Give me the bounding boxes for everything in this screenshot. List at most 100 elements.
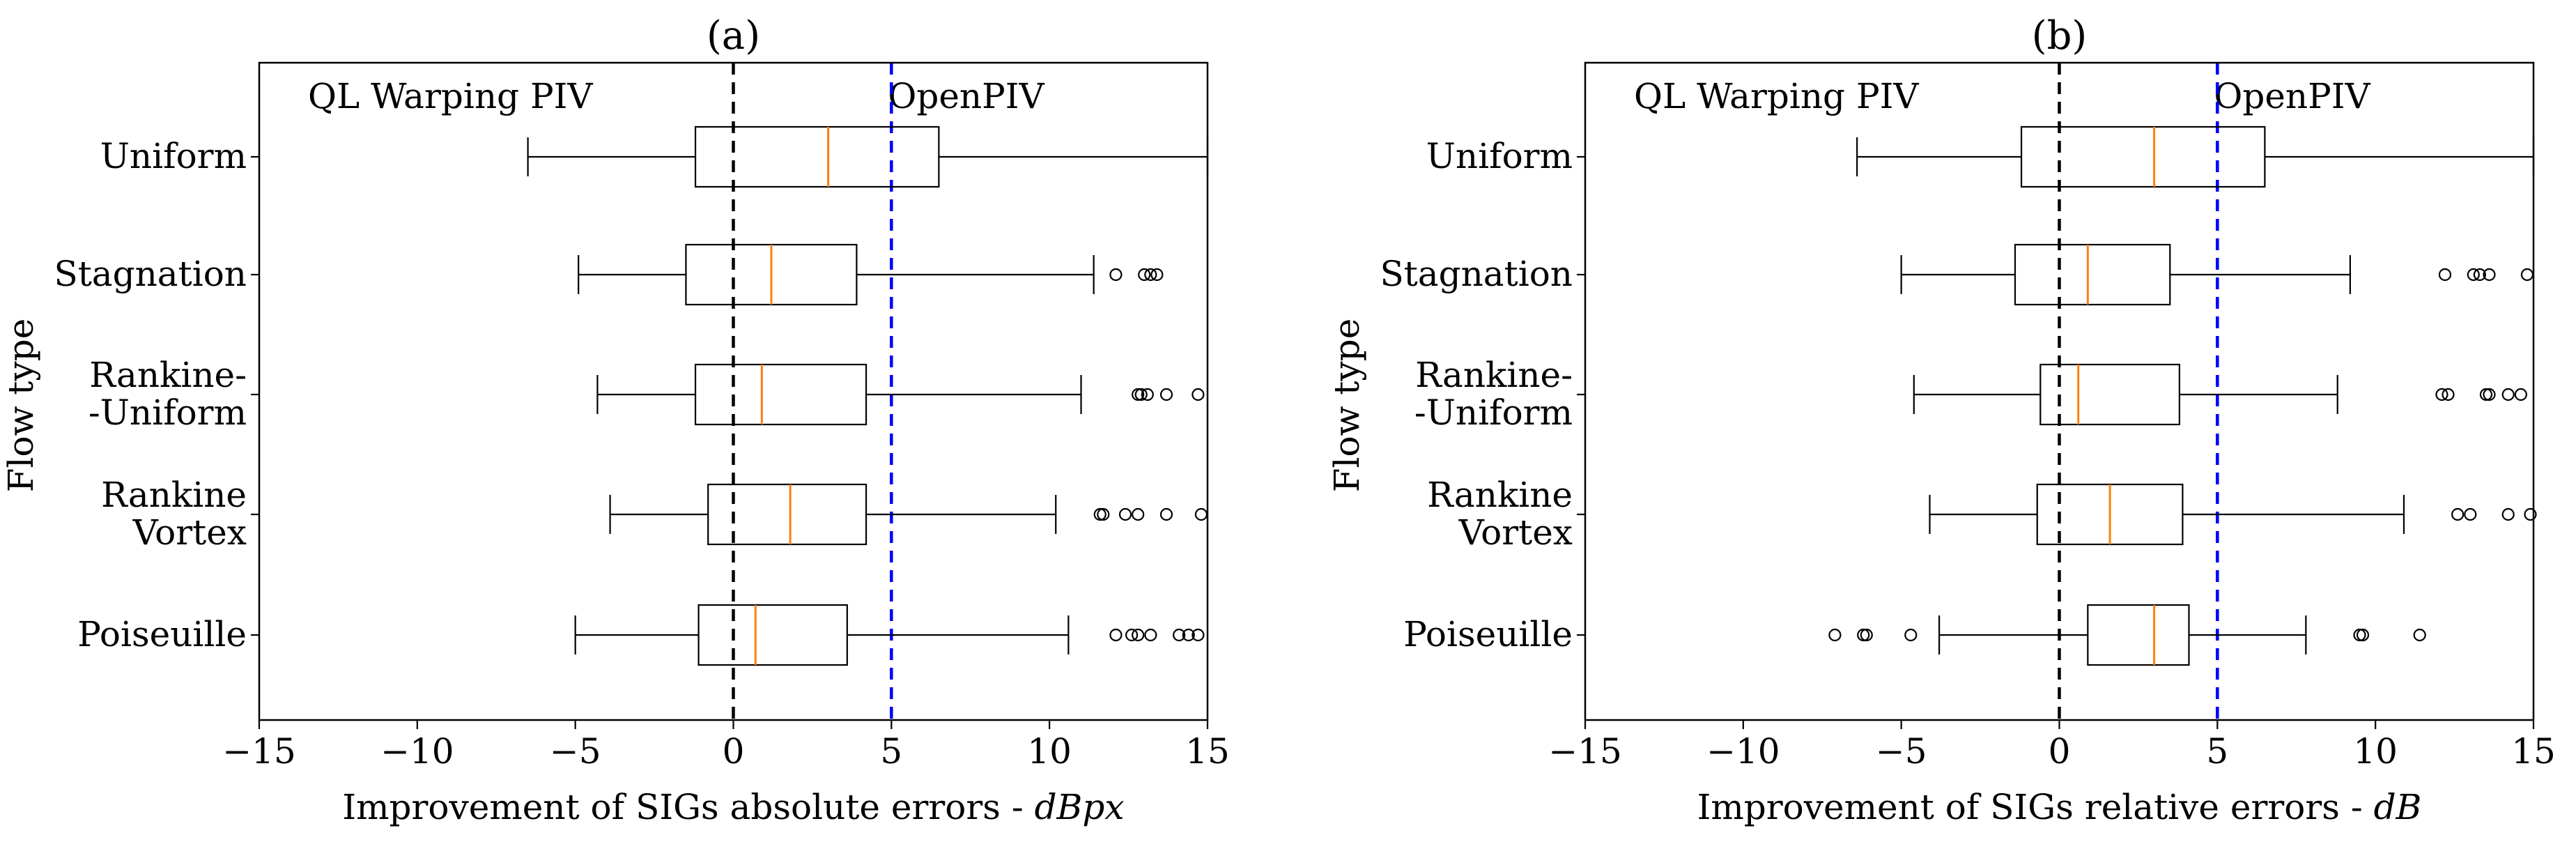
ytick-label: Rankine- xyxy=(1415,355,1573,395)
iqr-box xyxy=(694,125,940,188)
xtick-label: −5 xyxy=(550,731,601,772)
ytick-label: Uniform xyxy=(1426,136,1573,176)
ytick-label: Rankine- xyxy=(89,355,247,395)
outlier-point xyxy=(1109,268,1123,282)
outlier-point xyxy=(1173,628,1186,642)
outlier-point xyxy=(1904,628,1918,642)
xtick-label: 5 xyxy=(880,731,902,772)
y-axis-label: Flow type xyxy=(1327,319,1367,492)
outlier-point xyxy=(2514,388,2527,401)
outlier-point xyxy=(1141,388,1154,401)
outlier-point xyxy=(1097,507,1110,521)
iqr-box xyxy=(697,604,848,666)
box-uniform xyxy=(1856,125,2535,188)
box-rankinevortex xyxy=(609,483,1208,546)
box-poiseuille xyxy=(1828,604,2426,666)
outlier-point xyxy=(1191,388,1205,401)
outlier-point xyxy=(1144,268,1157,282)
xtick-label: −5 xyxy=(1876,731,1927,772)
outlier-point xyxy=(2438,268,2452,282)
outlier-point xyxy=(2356,628,2370,642)
outlier-point xyxy=(2483,268,2496,282)
outlier-point xyxy=(2524,507,2537,521)
iqr-box xyxy=(2014,243,2171,306)
ytick-label: Poiseuille xyxy=(77,614,247,655)
x-axis-label: Improvement of SIGs relative errors - dB xyxy=(1697,787,2422,827)
outlier-point xyxy=(2353,628,2366,642)
outlier-point xyxy=(1134,388,1148,401)
box-poiseuille xyxy=(574,604,1205,666)
xtick-label: −15 xyxy=(222,731,296,772)
ytick-label: Stagnation xyxy=(1380,254,1573,294)
xtick-label: −10 xyxy=(380,731,454,772)
outlier-point xyxy=(1132,388,1145,401)
xtick-label: 0 xyxy=(723,731,745,772)
chart-title: (b) xyxy=(2032,13,2088,59)
outlier-point xyxy=(2435,388,2448,401)
box-stagnation xyxy=(1900,243,2534,306)
xtick-label: −10 xyxy=(1706,731,1780,772)
outlier-point xyxy=(1857,628,1870,642)
xtick-label: −15 xyxy=(1548,731,1622,772)
outlier-point xyxy=(2467,268,2480,282)
outlier-point xyxy=(2442,388,2455,401)
outlier-point xyxy=(2501,388,2515,401)
ytick-label: Uniform xyxy=(100,136,247,176)
outlier-point xyxy=(1194,507,1208,521)
outlier-point xyxy=(1132,628,1145,642)
x-axis-label: Improvement of SIGs absolute errors - dB… xyxy=(342,787,1124,827)
outlier-point xyxy=(2501,507,2515,521)
chart-title: (a) xyxy=(707,13,760,59)
outlier-point xyxy=(2479,388,2493,401)
iqr-box xyxy=(2039,363,2180,426)
outlier-point xyxy=(1093,507,1106,521)
annotation-openpiv: OpenPIV xyxy=(2214,76,2370,116)
x-axis-label-text: Improvement of SIGs relative errors - xyxy=(1697,787,2374,827)
iqr-box xyxy=(2087,604,2190,666)
panel-a: (a) QL Warping PIV OpenPIV Uniform Stagnatio… xyxy=(1,13,1230,827)
outlier-point xyxy=(1191,628,1205,642)
annotation-ql-warping-piv: QL Warping PIV xyxy=(1634,76,1919,116)
iqr-box xyxy=(2020,125,2266,188)
outlier-point xyxy=(1144,628,1157,642)
outlier-point xyxy=(1109,628,1123,642)
outlier-point xyxy=(1125,628,1139,642)
ytick-label: Rankine xyxy=(1427,475,1573,515)
ytick-label: Vortex xyxy=(132,512,247,553)
outlier-point xyxy=(2483,388,2496,401)
outlier-point xyxy=(1828,628,1842,642)
box-rankine--uniform xyxy=(1913,363,2527,426)
outlier-point xyxy=(1138,268,1151,282)
outlier-point xyxy=(1860,628,1873,642)
iqr-box xyxy=(707,483,867,546)
x-axis-label-unit: dB xyxy=(2374,787,2422,827)
outlier-point xyxy=(2520,268,2534,282)
box-rankine--uniform xyxy=(596,363,1205,426)
outlier-point xyxy=(1159,388,1173,401)
annotation-openpiv: OpenPIV xyxy=(888,76,1044,116)
ytick-label: Stagnation xyxy=(54,254,247,294)
box-uniform xyxy=(527,125,1209,188)
outlier-point xyxy=(2464,507,2477,521)
xtick-label: 0 xyxy=(2049,731,2071,772)
xtick-label: 15 xyxy=(1185,731,1230,772)
annotation-ql-warping-piv: QL Warping PIV xyxy=(308,76,593,116)
outlier-point xyxy=(2413,628,2426,642)
outlier-point xyxy=(1182,628,1195,642)
xtick-label: 10 xyxy=(2353,731,2398,772)
outlier-point xyxy=(2473,268,2486,282)
xtick-label: 5 xyxy=(2206,731,2228,772)
ytick-label: -Uniform xyxy=(88,392,247,433)
ytick-label: Vortex xyxy=(1458,512,1573,553)
ytick-label: Poiseuille xyxy=(1403,614,1573,655)
iqr-box xyxy=(694,363,867,426)
outlier-point xyxy=(1150,268,1164,282)
outlier-point xyxy=(1118,507,1132,521)
box-stagnation xyxy=(578,243,1164,306)
x-axis-label-text: Improvement of SIGs absolute errors - xyxy=(342,787,1034,827)
x-axis-label-unit: dBpx xyxy=(1035,787,1125,827)
box-rankinevortex xyxy=(1929,483,2537,546)
outlier-point xyxy=(1132,507,1145,521)
xtick-label: 10 xyxy=(1027,731,1072,772)
